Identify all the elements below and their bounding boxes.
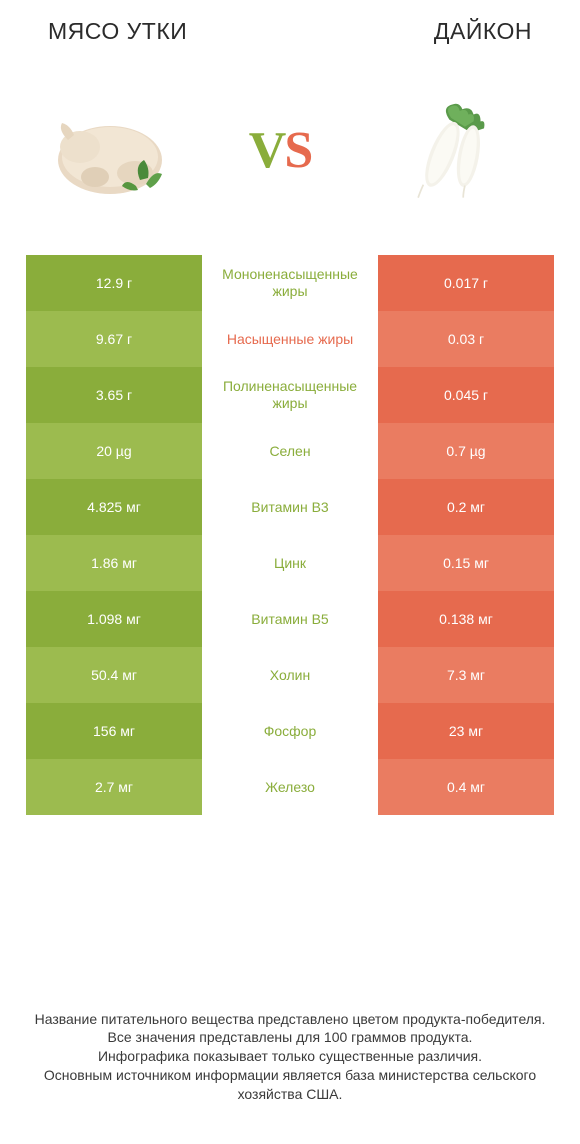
nutrient-label: Железо xyxy=(202,759,378,815)
footer-line: Все значения представлены для 100 граммо… xyxy=(30,1028,550,1047)
right-value: 0.2 мг xyxy=(378,479,554,535)
table-row: 20 µgСелен0.7 µg xyxy=(26,423,554,479)
left-value: 1.86 мг xyxy=(26,535,202,591)
right-food-title: ДАЙКОН xyxy=(434,18,532,45)
nutrient-label: Холин xyxy=(202,647,378,703)
nutrient-label: Селен xyxy=(202,423,378,479)
right-value: 0.03 г xyxy=(378,311,554,367)
nutrient-label: Цинк xyxy=(202,535,378,591)
right-value: 0.017 г xyxy=(378,255,554,311)
table-row: 12.9 гМононенасыщенные жиры0.017 г xyxy=(26,255,554,311)
left-value: 2.7 мг xyxy=(26,759,202,815)
nutrient-label: Витамин B5 xyxy=(202,591,378,647)
nutrient-label: Фосфор xyxy=(202,703,378,759)
vs-s: S xyxy=(284,122,311,179)
footer-line: Инфографика показывает только существенн… xyxy=(30,1047,550,1066)
right-value: 0.15 мг xyxy=(378,535,554,591)
right-value: 23 мг xyxy=(378,703,554,759)
table-row: 2.7 мгЖелезо0.4 мг xyxy=(26,759,554,815)
footer-line: Основным источником информации является … xyxy=(30,1066,550,1104)
table-row: 50.4 мгХолин7.3 мг xyxy=(26,647,554,703)
table-row: 4.825 мгВитамин B30.2 мг xyxy=(26,479,554,535)
right-value: 7.3 мг xyxy=(378,647,554,703)
table-row: 3.65 гПолиненасыщенные жиры0.045 г xyxy=(26,367,554,423)
nutrient-label: Мононенасыщенные жиры xyxy=(202,255,378,311)
left-value: 1.098 мг xyxy=(26,591,202,647)
nutrient-label: Витамин B3 xyxy=(202,479,378,535)
table-row: 1.098 мгВитамин B50.138 мг xyxy=(26,591,554,647)
header: МЯСО УТКИ ДАЙКОН xyxy=(0,0,580,55)
footer-line: Название питательного вещества представл… xyxy=(30,1010,550,1029)
comparison-table: 12.9 гМононенасыщенные жиры0.017 г9.67 г… xyxy=(26,255,554,815)
right-value: 0.4 мг xyxy=(378,759,554,815)
footer-notes: Название питательного вещества представл… xyxy=(30,1010,550,1104)
duck-meat-icon xyxy=(40,85,190,215)
vs-v: V xyxy=(249,122,285,179)
left-value: 156 мг xyxy=(26,703,202,759)
left-value: 12.9 г xyxy=(26,255,202,311)
nutrient-label: Насыщенные жиры xyxy=(202,311,378,367)
nutrient-label: Полиненасыщенные жиры xyxy=(202,367,378,423)
left-value: 20 µg xyxy=(26,423,202,479)
left-value: 50.4 мг xyxy=(26,647,202,703)
vs-row: VS xyxy=(0,55,580,255)
vs-label: VS xyxy=(249,121,311,180)
daikon-icon xyxy=(370,85,520,215)
right-value: 0.138 мг xyxy=(378,591,554,647)
left-food-title: МЯСО УТКИ xyxy=(48,18,187,45)
left-value: 3.65 г xyxy=(26,367,202,423)
table-row: 156 мгФосфор23 мг xyxy=(26,703,554,759)
table-row: 9.67 гНасыщенные жиры0.03 г xyxy=(26,311,554,367)
table-row: 1.86 мгЦинк0.15 мг xyxy=(26,535,554,591)
right-value: 0.045 г xyxy=(378,367,554,423)
left-value: 4.825 мг xyxy=(26,479,202,535)
left-value: 9.67 г xyxy=(26,311,202,367)
right-value: 0.7 µg xyxy=(378,423,554,479)
